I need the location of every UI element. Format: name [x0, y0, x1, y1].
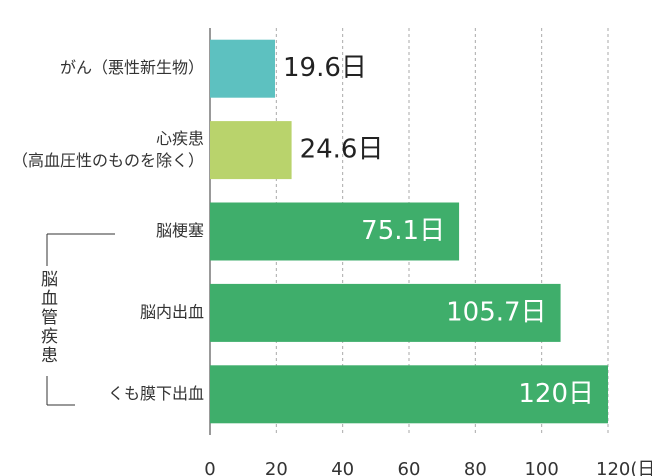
x-tick-label: 60 — [398, 459, 421, 476]
value-label: 120日 — [518, 379, 594, 409]
bar — [210, 365, 608, 424]
x-tick-label: 20 — [265, 459, 288, 476]
x-tick-label: 120(日) — [596, 459, 652, 476]
x-tick-label: 0 — [204, 459, 215, 476]
value-label: 24.6日 — [300, 135, 384, 165]
value-label: 75.1日 — [361, 216, 445, 246]
bar — [210, 202, 460, 261]
x-tick-label: 40 — [331, 459, 354, 476]
bar — [210, 283, 561, 342]
x-tick-label: 80 — [464, 459, 487, 476]
x-tick-label: 100 — [524, 459, 558, 476]
group-label: 脳血管疾患 — [37, 270, 58, 365]
category-label: 脳内出血 — [140, 302, 204, 321]
value-label: 19.6日 — [283, 53, 367, 83]
category-label: がん（悪性新生物） — [60, 58, 204, 77]
bar — [210, 121, 292, 180]
category-label: くも膜下出血 — [108, 384, 204, 403]
bar — [210, 39, 276, 98]
category-label: 心疾患 （高血圧性のものを除く） — [7, 129, 204, 170]
value-label: 105.7日 — [446, 297, 546, 327]
category-label: 脳梗塞 — [156, 221, 204, 240]
